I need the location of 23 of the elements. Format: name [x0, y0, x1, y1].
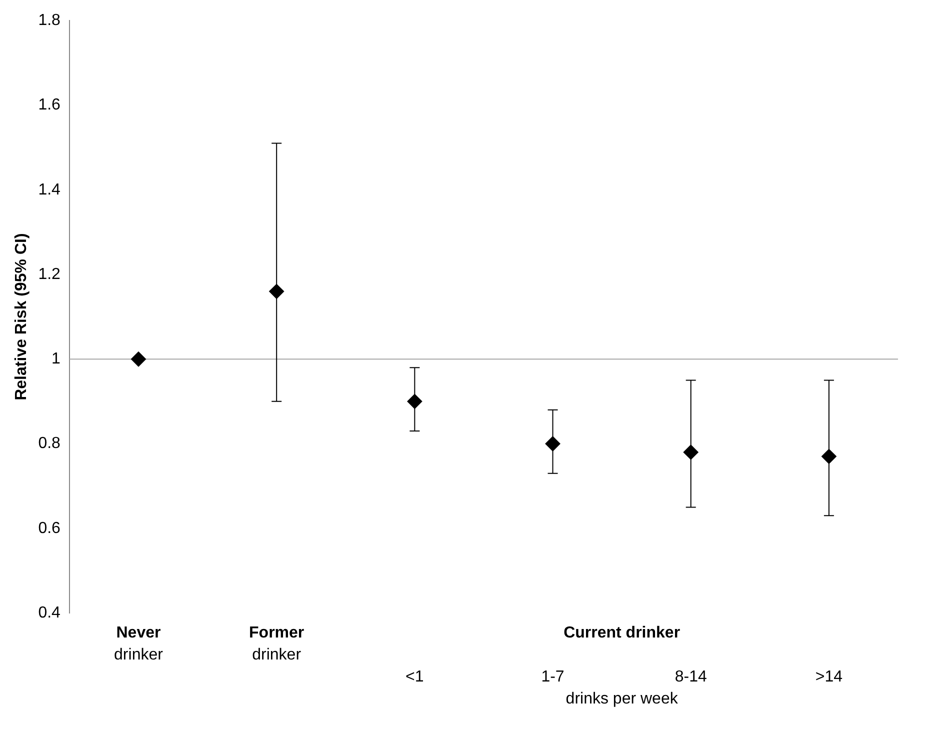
- x-tick-label: Former drinker: [249, 624, 304, 664]
- point: [269, 284, 284, 299]
- x-tick-label: 1-7: [541, 668, 564, 686]
- point: [545, 436, 560, 452]
- point: [407, 394, 422, 409]
- point: [683, 444, 698, 460]
- y-tick-label: 1.4: [38, 181, 61, 198]
- point: [821, 448, 836, 464]
- y-tick-label: 0.8: [38, 435, 61, 452]
- x-tick-label: <1: [406, 668, 424, 686]
- text: Current drinker: [564, 624, 680, 642]
- y-tick-label: 1: [52, 350, 61, 368]
- text: drinks per week: [566, 690, 679, 708]
- point: [130, 352, 146, 367]
- y-tick-label: 1.8: [38, 12, 61, 30]
- y-axis-title: Relative Risk (95% CI): [13, 233, 30, 400]
- y-tick-label: 1.2: [38, 266, 61, 283]
- y-tick-label: 0.4: [38, 604, 61, 622]
- x-tick-label: 8-14: [674, 668, 707, 686]
- x-tick-label: Never drinker: [114, 624, 164, 664]
- x-tick-label: >14: [815, 668, 843, 686]
- y-tick-label: 0.6: [38, 520, 61, 537]
- y-tick-label: 1.6: [38, 96, 61, 114]
